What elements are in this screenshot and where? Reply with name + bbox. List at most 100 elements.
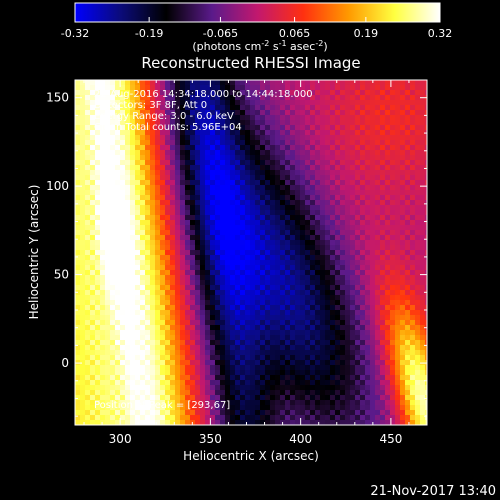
heatmap-cell — [345, 400, 351, 406]
heatmap-cell — [90, 165, 96, 171]
heatmap-cell — [245, 110, 251, 116]
heatmap-cell — [195, 115, 201, 121]
heatmap-cell — [115, 250, 121, 256]
heatmap-cell — [360, 130, 366, 136]
heatmap-cell — [385, 155, 391, 161]
heatmap-cell — [215, 420, 221, 425]
heatmap-cell — [95, 95, 101, 101]
heatmap-cell — [95, 165, 101, 171]
heatmap-cell — [110, 155, 116, 161]
heatmap-cell — [275, 100, 281, 106]
heatmap-cell — [75, 235, 81, 241]
heatmap-cell — [375, 235, 381, 241]
heatmap-cell — [120, 405, 126, 411]
heatmap-cell — [225, 260, 231, 266]
heatmap-cell — [295, 400, 301, 406]
heatmap-cell — [80, 95, 86, 101]
heatmap-cell — [270, 395, 276, 401]
heatmap-cell — [200, 110, 206, 116]
heatmap-cell — [100, 395, 106, 401]
heatmap-cell — [180, 360, 186, 366]
heatmap-cell — [85, 325, 91, 331]
heatmap-cell — [220, 215, 226, 221]
heatmap-cell — [215, 110, 221, 116]
heatmap-cell — [345, 215, 351, 221]
heatmap-cell — [380, 285, 386, 291]
heatmap-cell — [380, 205, 386, 211]
heatmap-cell — [245, 230, 251, 236]
heatmap-cell — [330, 105, 336, 111]
heatmap-cell — [75, 90, 81, 96]
heatmap-cell — [240, 375, 246, 381]
heatmap-cell — [340, 105, 346, 111]
heatmap-cell — [360, 410, 366, 416]
heatmap-cell — [355, 100, 361, 106]
heatmap-cell — [285, 140, 291, 146]
heatmap-cell — [295, 395, 301, 401]
heatmap-cell — [390, 305, 396, 311]
heatmap-cell — [370, 180, 376, 186]
heatmap-cell — [370, 130, 376, 136]
heatmap-cell — [205, 370, 211, 376]
heatmap-cell — [365, 300, 371, 306]
heatmap-cell — [225, 300, 231, 306]
heatmap-cell — [355, 150, 361, 156]
heatmap-cell — [110, 275, 116, 281]
heatmap-cell — [225, 255, 231, 261]
heatmap-cell — [365, 105, 371, 111]
heatmap-cell — [125, 185, 131, 191]
heatmap-cell — [290, 345, 296, 351]
heatmap-cell — [360, 395, 366, 401]
heatmap-cell — [375, 180, 381, 186]
heatmap-cell — [305, 200, 311, 206]
heatmap-cell — [95, 420, 101, 425]
heatmap-cell — [80, 345, 86, 351]
heatmap-cell — [185, 85, 191, 91]
heatmap-cell — [235, 95, 241, 101]
heatmap-cell — [345, 295, 351, 301]
heatmap-cell — [270, 140, 276, 146]
heatmap-cell — [200, 300, 206, 306]
heatmap-cell — [405, 80, 411, 86]
heatmap-cell — [300, 195, 306, 201]
heatmap-cell — [240, 125, 246, 131]
heatmap-cell — [395, 110, 401, 116]
heatmap-cell — [75, 145, 81, 151]
heatmap-cell — [155, 150, 161, 156]
heatmap-cell — [170, 390, 176, 396]
heatmap-cell — [330, 355, 336, 361]
heatmap-cell — [385, 315, 391, 321]
heatmap-cell — [140, 100, 146, 106]
heatmap-cell — [280, 215, 286, 221]
heatmap-cell — [395, 275, 401, 281]
heatmap-cell — [140, 175, 146, 181]
heatmap-cell — [85, 225, 91, 231]
heatmap-cell — [75, 215, 81, 221]
heatmap-cell — [200, 360, 206, 366]
heatmap-cell — [90, 125, 96, 131]
heatmap-cell — [105, 280, 111, 286]
heatmap-cell — [260, 340, 266, 346]
heatmap-cell — [80, 410, 86, 416]
heatmap-cell — [210, 315, 216, 321]
heatmap-cell — [325, 250, 331, 256]
heatmap-cell — [195, 255, 201, 261]
heatmap-cell — [215, 365, 221, 371]
heatmap-cell — [115, 245, 121, 251]
heatmap-cell — [335, 185, 341, 191]
heatmap-cell — [210, 125, 216, 131]
heatmap-cell — [280, 320, 286, 326]
heatmap-cell — [175, 400, 181, 406]
heatmap-cell — [185, 245, 191, 251]
heatmap-image — [75, 80, 427, 425]
heatmap-cell — [360, 280, 366, 286]
heatmap-cell — [140, 110, 146, 116]
heatmap-cell — [100, 305, 106, 311]
heatmap-cell — [335, 120, 341, 126]
heatmap-cell — [120, 190, 126, 196]
heatmap-cell — [185, 310, 191, 316]
heatmap-cell — [400, 330, 406, 336]
heatmap-cell — [370, 395, 376, 401]
heatmap-cell — [270, 100, 276, 106]
heatmap-cell — [240, 405, 246, 411]
